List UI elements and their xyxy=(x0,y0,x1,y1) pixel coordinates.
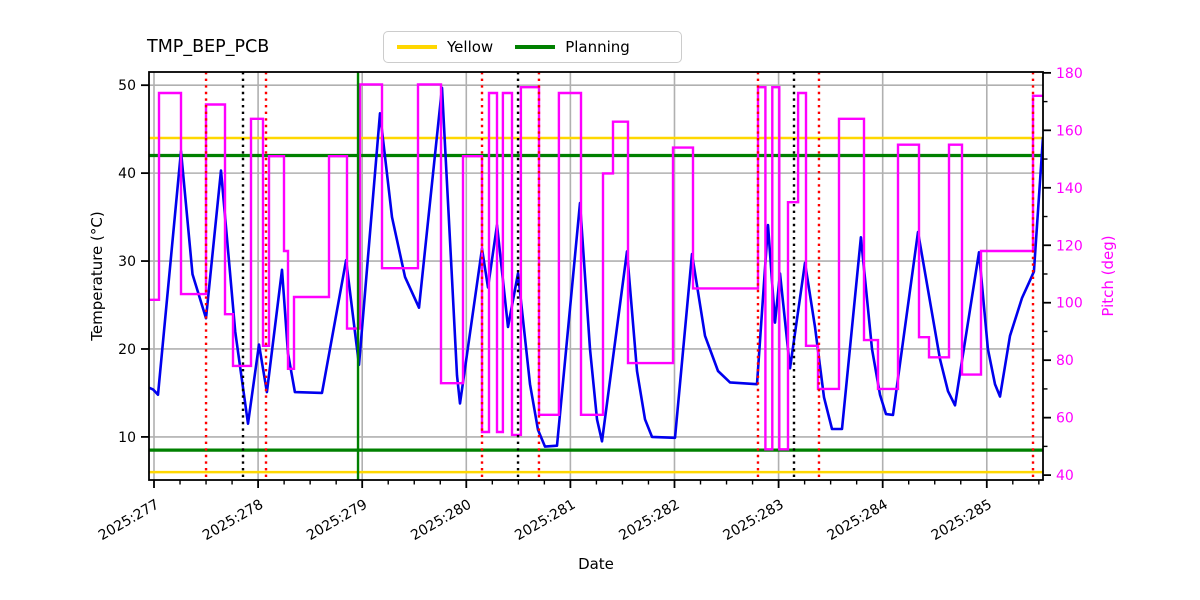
y-right-tick-label: 60 xyxy=(1056,411,1074,427)
y-right-tick-label: 100 xyxy=(1056,296,1083,312)
y-left-tick-label: 50 xyxy=(118,78,136,94)
x-tick-label: 2025:282 xyxy=(616,497,682,544)
x-tick-label: 2025:278 xyxy=(200,497,266,544)
y-left-tick-label: 20 xyxy=(118,342,136,358)
y-right-tick-label: 120 xyxy=(1056,238,1083,254)
page-title: TMP_BEP_PCB xyxy=(147,37,270,57)
x-tick-label: 2025:284 xyxy=(825,497,891,544)
y-left-tick-label: 30 xyxy=(118,254,136,270)
y-axis-label-right: Pitch (deg) xyxy=(1099,235,1117,317)
legend: Yellow Planning xyxy=(383,31,682,63)
legend-item-yellow: Yellow xyxy=(397,38,493,56)
legend-label-yellow: Yellow xyxy=(447,38,494,56)
x-tick-label: 2025:281 xyxy=(512,497,578,544)
y-right-tick-label: 80 xyxy=(1056,353,1074,369)
y-right-tick-label: 140 xyxy=(1056,181,1083,197)
x-tick-label: 2025:277 xyxy=(96,497,162,544)
pitch-series-line xyxy=(149,83,1043,451)
legend-label-planning: Planning xyxy=(565,38,630,56)
x-axis-label: Date xyxy=(578,555,614,573)
y-right-tick-label: 160 xyxy=(1056,123,1083,139)
x-tick-label: 2025:285 xyxy=(929,497,995,544)
x-tick-label: 2025:279 xyxy=(304,497,370,544)
legend-swatch-planning-icon xyxy=(515,45,556,49)
temperature-series-line xyxy=(149,86,1043,448)
y-right-tick-label: 40 xyxy=(1056,468,1074,484)
x-tick-label: 2025:283 xyxy=(720,497,786,544)
legend-item-planning: Planning xyxy=(515,38,630,56)
x-tick-label: 2025:280 xyxy=(408,497,474,544)
y-left-tick-label: 40 xyxy=(118,166,136,182)
legend-swatch-yellow-icon xyxy=(397,45,437,49)
y-axis-label-left: Temperature (°C) xyxy=(88,211,106,341)
y-left-tick-label: 10 xyxy=(118,430,136,446)
y-right-tick-label: 180 xyxy=(1056,66,1083,82)
